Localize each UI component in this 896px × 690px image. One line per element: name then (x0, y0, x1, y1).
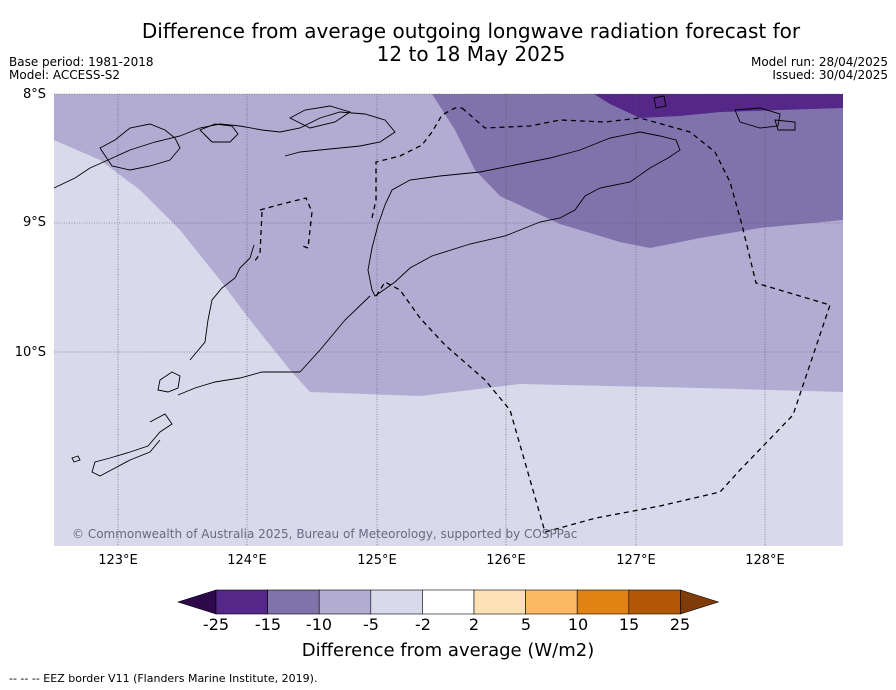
small-island-a (199, 123, 239, 143)
cb-tick-7: 10 (567, 615, 589, 634)
lat-label-9s: 9°S (22, 215, 46, 230)
lon-label-127e: 127°E (616, 553, 656, 568)
lon-label-125e: 125°E (357, 553, 397, 568)
colorbar-arrow-low (177, 589, 217, 615)
base-period: Base period: 1981-2018 (9, 55, 154, 69)
lon-label-128e: 128°E (745, 553, 785, 568)
model-name: Model: ACCESS-S2 (9, 68, 121, 82)
sumba-island (189, 244, 255, 361)
lat-label-10s: 10°S (14, 345, 46, 360)
cb-tick-9: 25 (669, 615, 691, 634)
cb-tick-5: 2 (468, 615, 480, 634)
field-dark (594, 94, 843, 118)
map-title: Difference from average outgoing longwav… (0, 20, 896, 66)
footer-note: -- -- -- EEZ border V11 (Flanders Marine… (9, 672, 318, 685)
colorbar-swatch (422, 589, 475, 615)
cb-tick-1: -15 (254, 615, 282, 634)
title-line-1: Difference from average outgoing longwav… (141, 19, 801, 43)
lon-label-123e: 123°E (98, 553, 138, 568)
lon-label-126e: 126°E (486, 553, 526, 568)
colorbar-swatch (473, 589, 526, 615)
cb-tick-8: 15 (618, 615, 640, 634)
colorbar-swatch (318, 589, 372, 615)
alor-island (99, 123, 181, 171)
colorbar-swatch (267, 589, 320, 615)
lat-label-8s: 8°S (22, 87, 46, 102)
cb-tick-3: -5 (363, 615, 379, 634)
west-coast (157, 371, 181, 393)
cb-tick-0: -25 (202, 615, 230, 634)
meta-right: Model run: 28/04/2025 Issued: 30/04/2025 (751, 56, 888, 82)
timor-island (367, 131, 681, 297)
colorbar-swatch (215, 589, 268, 615)
colorbar-swatch (576, 589, 630, 615)
colorbar-swatch (525, 589, 578, 615)
sabu-island (91, 413, 173, 477)
field-medium (432, 94, 843, 248)
lon-label-124e: 124°E (227, 553, 267, 568)
model-run: Model run: 28/04/2025 (750, 55, 888, 69)
eez-border-north (371, 107, 462, 219)
colorbar-swatch (370, 589, 423, 615)
colorbar (177, 589, 720, 615)
colorbar-title: Difference from average (W/m2) (301, 640, 595, 661)
colorbar-arrow-high (680, 589, 720, 615)
rote-island (177, 371, 300, 396)
map-fields (54, 94, 843, 546)
cb-tick-6: 5 (520, 615, 532, 634)
small-island-d (653, 95, 667, 109)
issued-date: Issued: 30/04/2025 (772, 68, 888, 82)
coastlines (54, 95, 796, 477)
title-line-2: 12 to 18 May 2025 (376, 42, 566, 66)
cb-tick-4: -2 (415, 615, 431, 634)
colorbar-swatch (628, 589, 681, 615)
south-timor-coast (299, 295, 371, 373)
small-island-b (289, 105, 352, 129)
ndao-island (71, 455, 81, 463)
wetar-island (734, 107, 781, 129)
meta-left: Base period: 1981-2018 Model: ACCESS-S2 (9, 56, 154, 82)
eez-border-inner (253, 211, 263, 263)
flores-coast (54, 111, 396, 189)
gridlines (54, 93, 843, 546)
cb-tick-2: -10 (305, 615, 333, 634)
eez-border-west (259, 197, 313, 249)
small-island-c (774, 119, 796, 131)
eez-borders (253, 107, 831, 533)
copyright-text: © Commonwealth of Australia 2025, Bureau… (72, 527, 578, 541)
